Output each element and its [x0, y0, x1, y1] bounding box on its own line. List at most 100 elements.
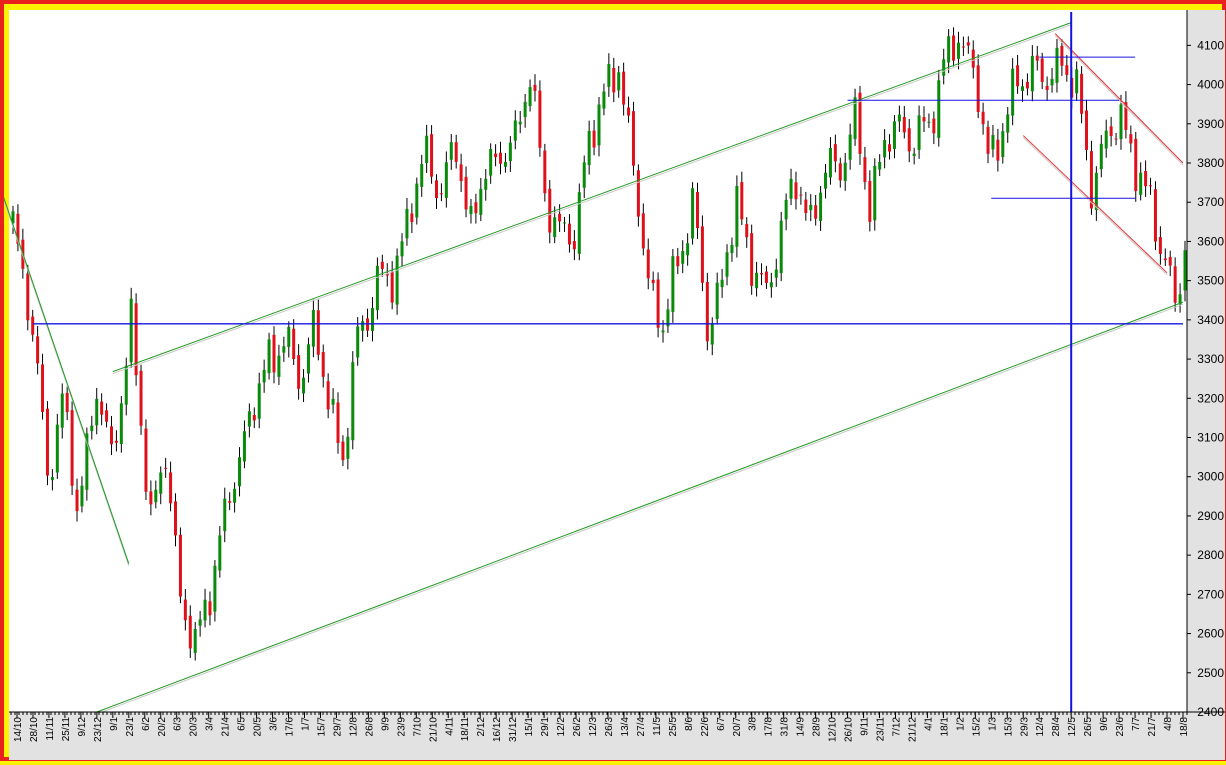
candle-body [1109, 126, 1113, 136]
candle-body [346, 436, 350, 459]
candle-body [755, 272, 759, 289]
candle-body [420, 164, 424, 187]
upper-channel-line-shadow [112, 24, 1072, 375]
candle-body [543, 150, 547, 194]
x-tick-label: 12/8 [348, 717, 359, 737]
candle-body [129, 298, 133, 363]
x-tick-label: 12/5 [1067, 717, 1078, 737]
candle-body [400, 241, 404, 257]
candle-body [228, 501, 232, 503]
x-tick-label: 14/9 [796, 717, 807, 737]
candle-body [528, 87, 532, 106]
candle-body [1104, 130, 1108, 149]
y-tick-label: 2500 [1197, 666, 1224, 680]
candle-body [1153, 189, 1157, 242]
candle-body [434, 180, 438, 199]
candle-body [1114, 138, 1118, 140]
candle-body [819, 192, 823, 221]
candle-body [597, 104, 601, 146]
candle-body [60, 393, 64, 428]
candle-body [1075, 69, 1079, 94]
candle-body [1060, 45, 1064, 66]
candle-body [198, 619, 202, 626]
candle-body [1030, 56, 1034, 92]
candle-body [1183, 250, 1187, 291]
x-tick-label: 7/7 [1131, 717, 1142, 731]
candle-body [947, 36, 951, 63]
candle-body [912, 153, 916, 157]
candle-body [119, 403, 123, 445]
candle-body [848, 134, 852, 160]
candle-body [572, 241, 576, 250]
candle-body [656, 279, 660, 328]
candle-body [454, 142, 458, 162]
candle-body [730, 244, 734, 254]
candle-body [686, 243, 690, 256]
x-axis: 14/10 28/10 11/11 25/11 9/12 23/12 9/1 23/1 6/2 2… [9, 711, 1225, 742]
candle-body [242, 431, 246, 462]
candle-body [508, 142, 512, 162]
upper-channel-line [112, 22, 1072, 373]
candle-body [956, 42, 960, 59]
candle-body [1173, 266, 1177, 303]
x-tick-label: 12/2 [556, 717, 567, 737]
candle-body [65, 392, 69, 413]
x-tick-label: 23/11 [876, 717, 887, 742]
lower-channel-line-shadow [4, 198, 130, 566]
candle-body [794, 182, 798, 200]
x-tick-label: 27/4 [636, 717, 647, 737]
x-tick-label: 6/7 [716, 717, 727, 731]
candle-body [11, 211, 15, 224]
candle-body [676, 256, 680, 267]
y-tick-label: 3300 [1197, 352, 1224, 366]
candle-body [779, 220, 783, 274]
candle-body [607, 64, 611, 87]
candle-body [523, 101, 527, 118]
candle-body [85, 433, 89, 490]
candle-body [1163, 258, 1167, 261]
candle-body [627, 107, 631, 116]
candle-body [695, 191, 699, 229]
bottom-channel-line-shadow [96, 303, 1184, 715]
x-tick-label: 7/12 [891, 717, 902, 737]
candle-body [513, 120, 517, 141]
candle-body [937, 80, 941, 138]
candle-body [193, 628, 197, 653]
candle-body [1134, 138, 1138, 192]
candle-body [247, 411, 251, 427]
candle-body [1006, 114, 1010, 133]
candle-body [1065, 65, 1069, 75]
candle-body [892, 121, 896, 149]
candle-body [287, 326, 291, 347]
x-tick-label: 26/10 [844, 717, 855, 742]
x-tick-label: 18/8 [1179, 717, 1190, 737]
candle-body [720, 279, 724, 288]
x-tick-label: 2/12 [476, 717, 487, 737]
x-tick-label: 6/3 [173, 717, 184, 731]
candle-body [297, 355, 301, 389]
x-tick-label: 26/2 [572, 717, 583, 737]
candle-body [366, 318, 370, 331]
candle-body [681, 251, 685, 264]
x-tick-label: 23/1 [125, 717, 136, 737]
y-tick-label: 3000 [1197, 470, 1224, 484]
candle-body [548, 188, 552, 233]
candle-body [917, 115, 921, 150]
candle-body [602, 91, 606, 109]
x-tick-label: 1/7 [301, 717, 312, 731]
candle-body [326, 381, 330, 410]
bottom-channel-line [96, 301, 1184, 713]
candle-body [622, 71, 626, 105]
candle-body [888, 144, 892, 152]
candle-body [459, 164, 463, 182]
candle-body [208, 601, 212, 616]
candle-body [1129, 134, 1133, 144]
candle-body [95, 398, 99, 426]
candle-body [16, 213, 20, 244]
candle-body [390, 271, 394, 303]
candle-body [114, 440, 118, 443]
x-tick-label: 3/8 [748, 717, 759, 731]
x-tick-label: 21/4 [221, 717, 232, 737]
candle-body [1001, 131, 1005, 158]
